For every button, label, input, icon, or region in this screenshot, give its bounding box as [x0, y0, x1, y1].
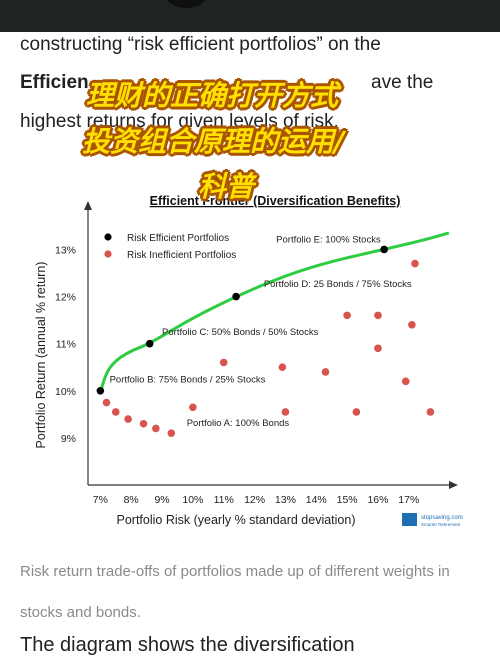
y-tick-label: 11%: [56, 339, 76, 351]
inefficient-portfolio-point: [278, 363, 287, 372]
x-tick-label: 7%: [93, 494, 108, 506]
inefficient-portfolio-point: [139, 419, 148, 428]
legend-efficient-label: Risk Efficient Portfolios: [127, 233, 229, 244]
efficient-frontier-curve: [98, 231, 450, 394]
inefficient-portfolio-point: [401, 377, 410, 386]
portfolio-label: Portfolio C: 50% Bonds / 50% Stocks: [162, 327, 319, 338]
x-tick-labels: 7% 8% 9% 10% 11% 12% 13% 14% 15% 16% 17%: [93, 494, 420, 506]
overlay-title-line-3: 科普: [198, 170, 255, 203]
y-tick-label: 10%: [55, 386, 76, 398]
portfolio-label: Portfolio B: 75% Bonds / 25% Stocks: [110, 374, 266, 385]
y-axis-arrow: [84, 201, 92, 210]
inefficient-portfolio-point: [124, 415, 132, 423]
inefficient-portfolio-point: [343, 311, 351, 320]
x-tick-label: 16%: [367, 494, 388, 506]
inefficient-portfolio-point: [408, 320, 416, 329]
y-axis-label: Portfolio Return (annual % return): [34, 262, 48, 449]
overlay-title-line-2: 投资组合原理的运用/: [82, 125, 345, 158]
inefficient-portfolio-point: [374, 344, 382, 353]
efficient-portfolio-point: [380, 245, 388, 254]
portfolio-label: Portfolio D: 25 Bonds / 75% Stocks: [264, 279, 412, 290]
x-tick-label: 14%: [306, 494, 327, 506]
inefficient-portfolio-point: [411, 259, 419, 268]
legend-efficient-marker: [104, 233, 112, 241]
article-text-line-2: Efficien ave the: [20, 72, 433, 94]
chart-legend: Risk Efficient Portfolios Risk Inefficie…: [104, 233, 236, 261]
watermark-logo: stopsaving.com Smarter Retirement: [402, 513, 463, 527]
inefficient-portfolio-point: [426, 408, 435, 416]
article-text-line-3: highest returns for given levels of risk…: [20, 111, 339, 132]
inefficient-portfolio-point: [111, 408, 120, 416]
legend-inefficient-label: Risk Inefficient Portfolios: [127, 250, 236, 261]
y-tick-label: 12%: [55, 292, 76, 304]
inefficient-portfolio-point: [102, 398, 111, 407]
y-tick-label: 13%: [55, 244, 76, 256]
x-tick-label: 9%: [154, 494, 169, 506]
efficient-frontier-link-text: Efficien: [20, 72, 89, 93]
portfolio-label: Portfolio E: 100% Stocks: [276, 234, 381, 245]
inefficient-portfolio-point: [167, 429, 176, 437]
inefficient-portfolio-point: [219, 358, 228, 367]
x-axis-label: Portfolio Risk (yearly % standard deviat…: [117, 513, 356, 527]
portfolio-annotations: Portfolio E: 100% Stocks Portfolio D: 25 …: [110, 234, 412, 429]
inefficient-portfolio-point: [152, 424, 160, 433]
inefficient-portfolio-point: [321, 368, 330, 376]
x-tick-label: 8%: [124, 494, 139, 506]
x-tick-label: 17%: [398, 494, 419, 506]
efficient-portfolio-point: [96, 386, 105, 395]
efficient-portfolio-point: [232, 292, 240, 301]
efficient-frontier-chart: Efficient Frontier (Diversification Bene…: [34, 194, 463, 527]
x-tick-label: 13%: [275, 494, 296, 506]
inefficient-portfolio-point: [281, 408, 290, 416]
x-tick-label: 15%: [337, 494, 358, 506]
x-tick-label: 10%: [182, 494, 203, 506]
inefficient-portfolio-point: [374, 311, 382, 320]
inefficient-portfolio-point: [352, 408, 361, 416]
overlay-title-line-1: 理财的正确打开方式: [86, 79, 339, 112]
watermark-sub: Smarter Retirement: [421, 522, 461, 527]
efficient-portfolio-point: [145, 339, 154, 348]
article-text-line-2-end: ave the: [371, 72, 434, 93]
chart-title: Efficient Frontier (Diversification Bene…: [150, 194, 401, 208]
app-header-bar: [0, 0, 500, 32]
data-points: [96, 245, 435, 437]
legend-inefficient-marker: [104, 250, 112, 258]
avatar: [166, 0, 206, 8]
article-text-next: The diagram shows the diversification: [20, 634, 355, 656]
x-axis-arrow: [449, 481, 458, 489]
watermark-brand: stopsaving.com: [421, 515, 463, 521]
inefficient-portfolio-point: [189, 403, 197, 412]
y-tick-label: 9%: [61, 433, 76, 445]
figure-caption: Risk return trade-offs of portfolios mad…: [20, 563, 450, 621]
x-tick-label: 11%: [214, 494, 234, 506]
watermark-logo-box: [402, 513, 417, 526]
x-tick-label: 12%: [244, 494, 265, 506]
y-tick-labels: 9% 10% 11% 12% 13%: [55, 244, 76, 444]
article-text-line-1: constructing “risk efficient portfolios”…: [20, 34, 381, 55]
portfolio-label: Portfolio A: 100% Bonds: [187, 418, 290, 429]
